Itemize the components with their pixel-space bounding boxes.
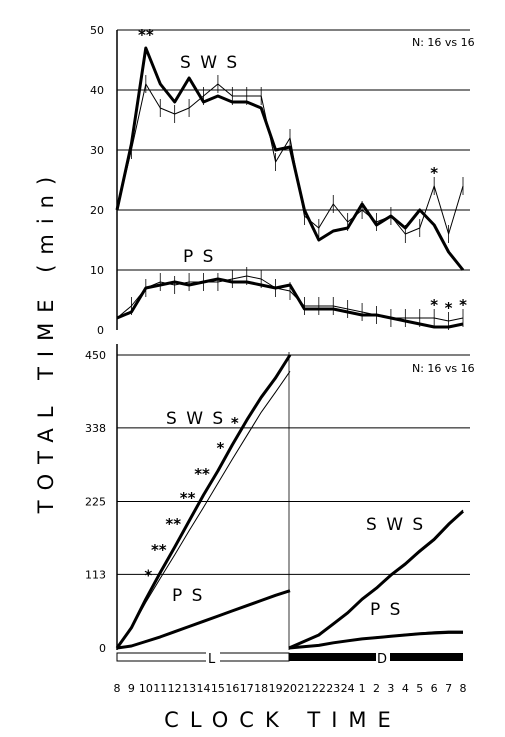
hourly-series-line-sws-thin [116, 83, 464, 235]
x-tick-label: 8 [114, 682, 121, 695]
hourly-significance-mark: * [430, 164, 438, 182]
cumulative-series-line-dark-sws-thin [288, 509, 464, 649]
x-tick-label: 7 [445, 682, 452, 695]
hourly-series-line-sws-thick [115, 46, 465, 271]
hourly-series [115, 46, 465, 330]
cumulative-dark-sws-label: S W S [366, 515, 425, 535]
cumulative-series [115, 354, 465, 650]
x-tick-label: 10 [139, 682, 153, 695]
hourly-ps-label: P S [183, 247, 215, 267]
cumulative-light-sws-label: S W S [166, 409, 225, 429]
x-tick-label: 6 [431, 682, 438, 695]
x-tick-label: 2 [373, 682, 380, 695]
cumulative-y-tick-label: 450 [85, 349, 106, 362]
cumulative-dark-ps-label: P S [370, 600, 402, 620]
cumulative-series-line-dark-ps-thin [288, 630, 463, 649]
x-tick-labels: 8 9 10 11 12 13 14 15 16 17 18 19 20 21 22 23 24 1 2 3 4 5 6 7 8 [114, 682, 467, 695]
cumulative-series-line-light-ps-thin [116, 590, 291, 649]
cumulative-significance-mark: ** [194, 465, 210, 483]
x-tick-label: 14 [197, 682, 211, 695]
x-tick-label: 22 [312, 682, 326, 695]
cumulative-y-tick-label: 0 [99, 642, 106, 655]
hourly-significance-marks: **** * * [138, 26, 467, 317]
hourly-y-tick-labels: 50 40 30 20 10 0 [90, 24, 104, 337]
cumulative-significance-mark: * [144, 566, 152, 584]
x-tick-label: 18 [254, 682, 268, 695]
light-dark-bar: L D [116, 650, 463, 667]
hourly-significance-mark: ** [138, 26, 154, 44]
cumulative-significance-marks: *********** [144, 414, 239, 584]
x-tick-label: 19 [269, 682, 283, 695]
cumulative-y-tick-label: 225 [85, 496, 106, 509]
hourly-y-tick-label: 40 [90, 84, 104, 97]
x-axis-title: CLOCK TIME [164, 708, 402, 732]
cumulative-y-tick-labels: 450 338 225 113 0 [85, 349, 106, 655]
hourly-significance-mark: * [430, 296, 438, 314]
cumulative-significance-mark: * [231, 414, 239, 432]
cumulative-significance-mark: ** [165, 515, 181, 533]
y-axis-title-group: TOTAL TIME (min) [34, 167, 58, 514]
cumulative-light-ps-label: P S [172, 586, 204, 606]
hourly-sws-label: S W S [180, 53, 239, 73]
x-tick-label: 17 [240, 682, 254, 695]
hourly-significance-mark: * [459, 296, 467, 314]
hourly-y-tick-label: 10 [90, 264, 104, 277]
x-tick-label: 4 [402, 682, 409, 695]
x-tick-label: 16 [225, 682, 239, 695]
x-tick-label: 21 [297, 682, 311, 695]
x-tick-label: 13 [182, 682, 196, 695]
cumulative-significance-mark: ** [180, 489, 196, 507]
hourly-y-tick-label: 50 [90, 24, 104, 37]
light-period-label: L [208, 652, 216, 667]
x-tick-label: 9 [128, 682, 135, 695]
hourly-y-tick-label: 20 [90, 204, 104, 217]
cumulative-y-tick-label: 338 [85, 422, 106, 435]
hourly-significance-mark: * [445, 299, 453, 317]
x-tick-label: 23 [326, 682, 340, 695]
hourly-gridlines [117, 29, 470, 271]
x-tick-label: 15 [211, 682, 225, 695]
hourly-y-tick-label: 0 [97, 324, 104, 337]
cumulative-series-line-light-sws-thick [115, 354, 292, 649]
x-tick-label: 3 [387, 682, 394, 695]
x-tick-label: 12 [168, 682, 182, 695]
cumulative-series-line-light-sws-thin [116, 371, 291, 649]
x-tick-label: 1 [359, 682, 366, 695]
cumulative-significance-mark: * [216, 439, 224, 457]
hourly-y-tick-label: 30 [90, 144, 104, 157]
y-axis-title: TOTAL TIME (min) [34, 167, 58, 514]
hourly-n-annotation: N: 16 vs 16 [412, 36, 475, 49]
x-tick-label: 11 [153, 682, 167, 695]
x-tick-label: 20 [283, 682, 297, 695]
cumulative-y-tick-label: 113 [85, 568, 106, 581]
cumulative-significance-mark: ** [151, 541, 167, 559]
x-tick-label: 24 [341, 682, 355, 695]
cumulative-gridlines [117, 354, 470, 575]
x-tick-label: 8 [460, 682, 467, 695]
x-tick-label: 5 [416, 682, 423, 695]
light-period-bar [116, 652, 290, 662]
dark-period-label: D [377, 652, 387, 667]
cumulative-n-annotation: N: 16 vs 16 [412, 362, 475, 375]
